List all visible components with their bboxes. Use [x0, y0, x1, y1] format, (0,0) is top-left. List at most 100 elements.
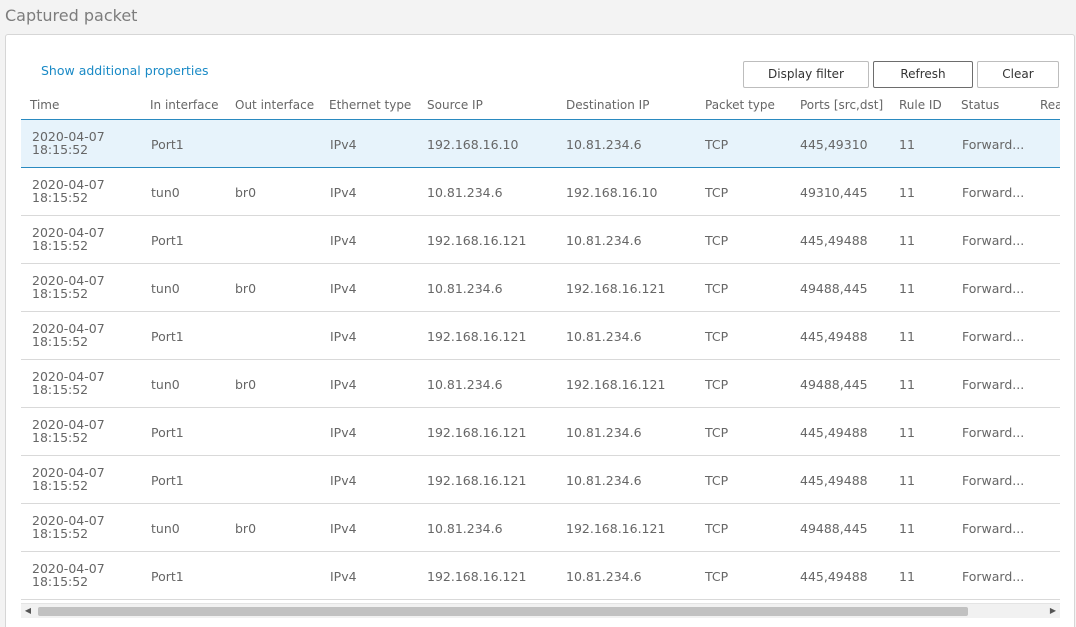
cell-ethernet-type: IPv4: [330, 233, 357, 248]
cell-rule-id: 11: [899, 329, 915, 344]
column-header-destination-ip[interactable]: Destination IP: [566, 98, 650, 112]
cell-status: Forward...: [962, 137, 1025, 152]
clear-button[interactable]: Clear: [977, 61, 1059, 88]
cell-in-interface: Port1: [151, 137, 184, 152]
cell-rule-id: 11: [899, 281, 915, 296]
cell-time: 2020-04-07 18:15:52: [32, 466, 132, 492]
cell-packet-type: TCP: [705, 281, 729, 296]
cell-rule-id: 11: [899, 137, 915, 152]
show-additional-properties-link[interactable]: Show additional properties: [41, 63, 209, 78]
cell-date-text: 2020-04-07: [32, 417, 105, 432]
display-filter-button[interactable]: Display filter: [743, 61, 869, 88]
cell-out-interface: br0: [235, 281, 257, 296]
cell-out-interface: br0: [235, 377, 257, 392]
cell-time-text: 18:15:52: [32, 142, 89, 157]
column-header-time[interactable]: Time: [30, 98, 60, 112]
cell-packet-type: TCP: [705, 569, 729, 584]
cell-source-ip: 192.168.16.121: [427, 569, 527, 584]
column-header-ports[interactable]: Ports [src,dst]: [800, 98, 884, 112]
table-row[interactable]: 2020-04-07 18:15:52 tun0 br0 IPv4 10.81.234.6…: [21, 504, 1060, 552]
cell-in-interface: Port1: [151, 473, 184, 488]
cell-time-text: 18:15:52: [32, 334, 89, 349]
cell-in-interface: Port1: [151, 233, 184, 248]
cell-status: Forward...: [962, 425, 1025, 440]
cell-ports: 445,49488: [800, 473, 868, 488]
cell-packet-type: TCP: [705, 137, 729, 152]
cell-destination-ip: 10.81.234.6: [566, 473, 642, 488]
cell-destination-ip: 192.168.16.121: [566, 377, 666, 392]
cell-date-text: 2020-04-07: [32, 273, 105, 288]
cell-status: Forward...: [962, 377, 1025, 392]
column-header-ethernet-type[interactable]: Ethernet type: [329, 98, 412, 112]
cell-date-text: 2020-04-07: [32, 561, 105, 576]
cell-in-interface: tun0: [151, 377, 180, 392]
cell-source-ip: 10.81.234.6: [427, 377, 503, 392]
cell-date-text: 2020-04-07: [32, 513, 105, 528]
table-row[interactable]: 2020-04-07 18:15:52 Port1 IPv4 192.168.16.12…: [21, 312, 1060, 360]
cell-destination-ip: 192.168.16.121: [566, 281, 666, 296]
column-header-in-interface[interactable]: In interface: [150, 98, 219, 112]
table-row[interactable]: 2020-04-07 18:15:52 Port1 IPv4 192.168.16.12…: [21, 408, 1060, 456]
cell-ethernet-type: IPv4: [330, 521, 357, 536]
cell-rule-id: 11: [899, 233, 915, 248]
cell-out-interface: br0: [235, 185, 257, 200]
cell-time: 2020-04-07 18:15:52: [32, 514, 132, 540]
table-row[interactable]: 2020-04-07 18:15:52 Port1 IPv4 192.168.16.10…: [21, 119, 1060, 168]
page-title: Captured packet: [5, 6, 138, 25]
cell-ethernet-type: IPv4: [330, 185, 357, 200]
cell-time: 2020-04-07 18:15:52: [32, 418, 132, 444]
cell-rule-id: 11: [899, 185, 915, 200]
cell-status: Forward...: [962, 521, 1025, 536]
cell-rule-id: 11: [899, 473, 915, 488]
cell-time-text: 18:15:52: [32, 430, 89, 445]
cell-time: 2020-04-07 18:15:52: [32, 370, 132, 396]
refresh-button[interactable]: Refresh: [873, 61, 973, 88]
horizontal-scrollbar[interactable]: ◀ ▶: [21, 603, 1060, 618]
cell-destination-ip: 10.81.234.6: [566, 569, 642, 584]
cell-date-text: 2020-04-07: [32, 465, 105, 480]
scroll-right-icon[interactable]: ▶: [1049, 606, 1057, 615]
scrollbar-thumb[interactable]: [38, 607, 968, 616]
cell-ethernet-type: IPv4: [330, 569, 357, 584]
column-header-out-interface[interactable]: Out interface: [235, 98, 315, 112]
column-header-reason[interactable]: Rea: [1040, 98, 1060, 112]
column-header-packet-type[interactable]: Packet type: [705, 98, 775, 112]
column-header-status[interactable]: Status: [961, 98, 1000, 112]
cell-in-interface: tun0: [151, 521, 180, 536]
cell-time-text: 18:15:52: [32, 190, 89, 205]
cell-destination-ip: 192.168.16.10: [566, 185, 658, 200]
cell-date-text: 2020-04-07: [32, 225, 105, 240]
cell-time: 2020-04-07 18:15:52: [32, 130, 132, 156]
table-row[interactable]: 2020-04-07 18:15:52 tun0 br0 IPv4 10.81.234.6…: [21, 360, 1060, 408]
cell-time-text: 18:15:52: [32, 286, 89, 301]
column-header-rule-id[interactable]: Rule ID: [899, 98, 942, 112]
cell-status: Forward...: [962, 281, 1025, 296]
cell-time-text: 18:15:52: [32, 478, 89, 493]
cell-ethernet-type: IPv4: [330, 281, 357, 296]
cell-source-ip: 192.168.16.121: [427, 329, 527, 344]
cell-time-text: 18:15:52: [32, 238, 89, 253]
table-row[interactable]: 2020-04-07 18:15:52 Port1 IPv4 192.168.16.12…: [21, 552, 1060, 600]
scroll-left-icon[interactable]: ◀: [24, 606, 32, 615]
cell-source-ip: 192.168.16.121: [427, 425, 527, 440]
cell-packet-type: TCP: [705, 329, 729, 344]
cell-packet-type: TCP: [705, 233, 729, 248]
table-body: 2020-04-07 18:15:52 Port1 IPv4 192.168.16.10…: [21, 119, 1060, 600]
table-row[interactable]: 2020-04-07 18:15:52 tun0 br0 IPv4 10.81.234.6…: [21, 264, 1060, 312]
cell-ports: 49310,445: [800, 185, 868, 200]
cell-destination-ip: 10.81.234.6: [566, 329, 642, 344]
cell-ethernet-type: IPv4: [330, 137, 357, 152]
table-row[interactable]: 2020-04-07 18:15:52 tun0 br0 IPv4 10.81.234.6…: [21, 168, 1060, 216]
column-header-source-ip[interactable]: Source IP: [427, 98, 483, 112]
cell-packet-type: TCP: [705, 377, 729, 392]
cell-time-text: 18:15:52: [32, 382, 89, 397]
cell-source-ip: 10.81.234.6: [427, 281, 503, 296]
cell-ports: 445,49488: [800, 233, 868, 248]
cell-ethernet-type: IPv4: [330, 425, 357, 440]
cell-out-interface: br0: [235, 521, 257, 536]
cell-source-ip: 10.81.234.6: [427, 185, 503, 200]
cell-source-ip: 10.81.234.6: [427, 521, 503, 536]
table-row[interactable]: 2020-04-07 18:15:52 Port1 IPv4 192.168.16.12…: [21, 456, 1060, 504]
cell-time: 2020-04-07 18:15:52: [32, 178, 132, 204]
table-row[interactable]: 2020-04-07 18:15:52 Port1 IPv4 192.168.16.12…: [21, 216, 1060, 264]
